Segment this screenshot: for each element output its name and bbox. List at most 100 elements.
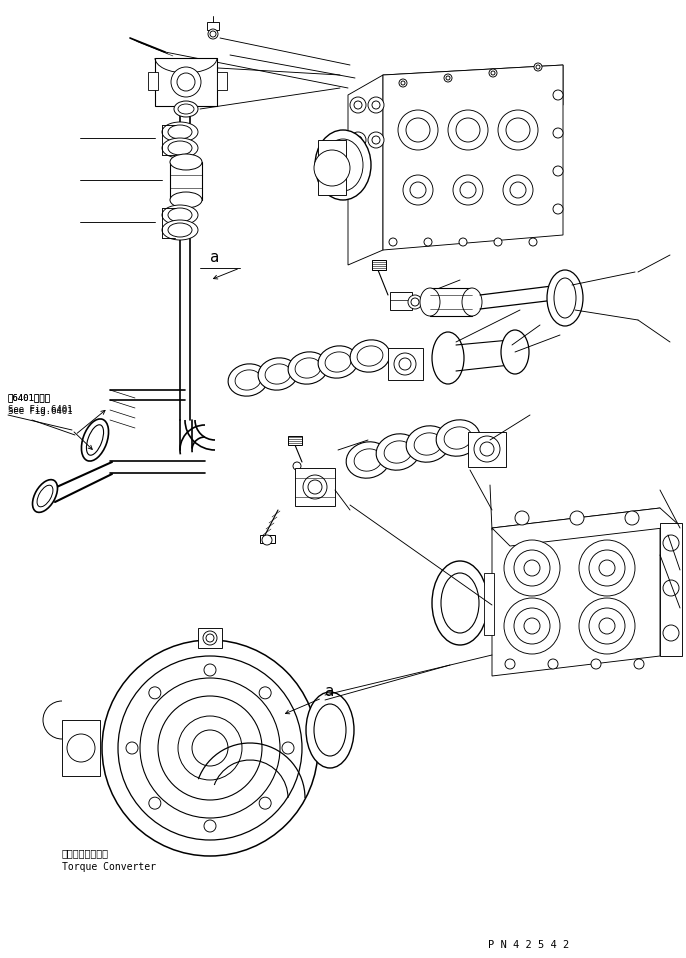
- Circle shape: [204, 820, 216, 832]
- Circle shape: [411, 298, 419, 306]
- Circle shape: [444, 74, 452, 82]
- Ellipse shape: [168, 125, 192, 139]
- Circle shape: [206, 634, 214, 642]
- Circle shape: [406, 118, 430, 142]
- Circle shape: [453, 175, 483, 205]
- Circle shape: [570, 511, 584, 525]
- Bar: [390, 292, 412, 310]
- Circle shape: [259, 687, 271, 698]
- Circle shape: [534, 63, 542, 71]
- Text: See Fig.6401: See Fig.6401: [8, 405, 73, 414]
- Ellipse shape: [37, 485, 53, 507]
- Circle shape: [192, 730, 228, 766]
- Circle shape: [505, 659, 515, 669]
- Circle shape: [553, 90, 563, 100]
- Circle shape: [504, 598, 560, 654]
- Bar: [295, 468, 335, 506]
- Bar: [217, 72, 227, 90]
- Ellipse shape: [315, 130, 371, 200]
- Circle shape: [408, 295, 422, 309]
- Circle shape: [474, 436, 500, 462]
- Ellipse shape: [162, 205, 198, 225]
- Ellipse shape: [306, 692, 354, 768]
- Circle shape: [456, 118, 480, 142]
- Circle shape: [67, 734, 95, 762]
- Ellipse shape: [228, 364, 268, 397]
- Circle shape: [553, 128, 563, 138]
- Circle shape: [399, 79, 407, 87]
- Circle shape: [515, 511, 529, 525]
- Circle shape: [308, 480, 322, 494]
- Circle shape: [548, 659, 558, 669]
- Circle shape: [591, 659, 601, 669]
- Ellipse shape: [462, 288, 482, 316]
- Circle shape: [589, 608, 625, 644]
- Ellipse shape: [162, 138, 198, 158]
- Circle shape: [354, 101, 362, 109]
- Circle shape: [303, 475, 327, 499]
- Circle shape: [401, 81, 405, 85]
- Bar: [288, 436, 302, 445]
- Bar: [468, 432, 506, 467]
- Circle shape: [171, 67, 201, 97]
- Circle shape: [489, 69, 497, 77]
- Circle shape: [282, 742, 294, 754]
- Circle shape: [524, 618, 540, 634]
- Circle shape: [536, 65, 540, 69]
- Circle shape: [372, 136, 380, 144]
- Ellipse shape: [554, 278, 576, 318]
- Circle shape: [394, 353, 416, 375]
- Circle shape: [625, 511, 639, 525]
- Text: See Fig.6401: See Fig.6401: [8, 407, 73, 416]
- Ellipse shape: [168, 208, 192, 222]
- Ellipse shape: [384, 441, 412, 463]
- Ellipse shape: [346, 442, 390, 478]
- Circle shape: [589, 550, 625, 586]
- Polygon shape: [383, 65, 563, 117]
- Ellipse shape: [265, 364, 291, 384]
- Circle shape: [368, 132, 384, 148]
- Circle shape: [314, 150, 350, 186]
- Text: トルクコンバータ: トルクコンバータ: [62, 848, 109, 858]
- Circle shape: [459, 238, 467, 246]
- Ellipse shape: [174, 101, 198, 117]
- Bar: [660, 523, 682, 656]
- Ellipse shape: [168, 223, 192, 237]
- Ellipse shape: [414, 433, 442, 455]
- Text: P N 4 2 5 4 2: P N 4 2 5 4 2: [488, 940, 569, 950]
- Bar: [484, 573, 494, 635]
- Circle shape: [599, 560, 615, 576]
- Circle shape: [178, 716, 242, 780]
- Circle shape: [553, 204, 563, 214]
- Ellipse shape: [436, 420, 480, 456]
- Text: 第6401図参照: 第6401図参照: [8, 393, 51, 402]
- Ellipse shape: [432, 561, 488, 645]
- Circle shape: [368, 97, 384, 113]
- Bar: [372, 260, 386, 270]
- Circle shape: [354, 136, 362, 144]
- Ellipse shape: [444, 427, 472, 449]
- Bar: [430, 288, 472, 316]
- Polygon shape: [383, 65, 563, 250]
- Ellipse shape: [350, 340, 390, 372]
- Polygon shape: [348, 75, 383, 265]
- Circle shape: [579, 540, 635, 596]
- Circle shape: [259, 797, 271, 810]
- Circle shape: [510, 182, 526, 198]
- Circle shape: [398, 110, 438, 150]
- Circle shape: [293, 462, 301, 470]
- Polygon shape: [492, 508, 660, 676]
- Circle shape: [494, 238, 502, 246]
- Circle shape: [204, 664, 216, 676]
- Ellipse shape: [420, 288, 440, 316]
- Text: Torque Converter: Torque Converter: [62, 862, 156, 872]
- Ellipse shape: [162, 122, 198, 142]
- Text: a: a: [325, 685, 334, 699]
- Circle shape: [460, 182, 476, 198]
- Circle shape: [448, 110, 488, 150]
- Circle shape: [208, 29, 218, 39]
- Circle shape: [177, 73, 195, 91]
- Text: 第6401図参照: 第6401図参照: [8, 393, 51, 402]
- Bar: [388, 348, 423, 380]
- Ellipse shape: [288, 352, 328, 384]
